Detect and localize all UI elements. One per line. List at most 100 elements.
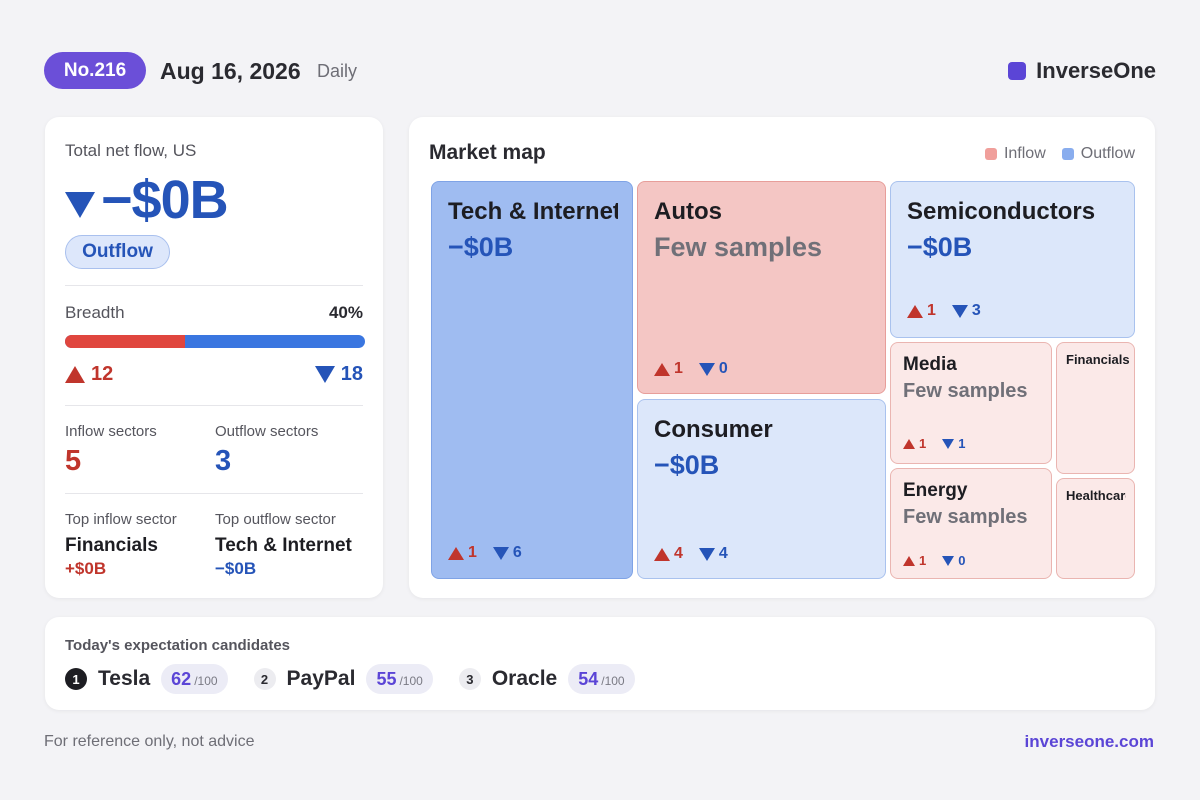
tile-media[interactable]: Media Few samples 1 1 — [890, 342, 1052, 464]
tile-up-count: 1 — [927, 302, 936, 319]
candidates-card: Today's expectation candidates 1 Tesla 6… — [45, 617, 1155, 710]
down-triangle-icon — [942, 438, 955, 449]
market-map-title: Market map — [429, 141, 546, 164]
legend: Inflow Outflow — [984, 145, 1135, 163]
header: No.216 Aug 16, 2026 Daily InverseOne — [44, 52, 1156, 90]
outflow-sectors-label: Outflow sectors — [215, 423, 319, 440]
down-triangle-icon — [942, 555, 955, 566]
outflow-swatch-icon — [1061, 148, 1074, 160]
candidates-title: Today's expectation candidates — [65, 637, 291, 654]
tile-counts: 1 6 — [448, 544, 522, 562]
tile-name: Healthcare — [1066, 488, 1126, 503]
site-link[interactable]: inverseone.com — [1024, 732, 1154, 751]
tile-autos[interactable]: Autos Few samples 1 0 — [637, 181, 886, 394]
tile-counts: 1 3 — [907, 302, 981, 320]
tile-down-count: 3 — [971, 302, 981, 319]
down-triangle-icon — [698, 547, 715, 561]
up-triangle-icon — [654, 362, 670, 376]
legend-outflow-label: Outflow — [1080, 145, 1135, 162]
tile-value: Few samples — [903, 506, 1028, 528]
down-triangle-icon — [951, 304, 968, 318]
up-triangle-icon — [654, 547, 670, 561]
tile-consumer[interactable]: Consumer −$0B 4 4 — [637, 399, 886, 579]
down-triangle-icon — [698, 362, 715, 376]
divider — [65, 493, 363, 494]
divider — [65, 285, 363, 286]
report-date: Aug 16, 2026 — [160, 58, 301, 84]
net-flow-value: −$0B — [101, 170, 229, 230]
score-pill: 62 /100 — [161, 664, 228, 694]
tile-financials[interactable]: Financials — [1056, 342, 1135, 474]
score-value: 55 — [376, 669, 397, 689]
candidate-name: PayPal — [286, 667, 356, 690]
tile-up-count: 1 — [919, 436, 927, 451]
tile-value: −$0B — [448, 232, 514, 262]
inflow-swatch-icon — [984, 148, 997, 160]
candidate-name: Oracle — [491, 667, 558, 690]
tile-counts: 1 0 — [903, 553, 965, 568]
disclaimer: For reference only, not advice — [44, 733, 255, 750]
down-count: 18 — [314, 363, 363, 386]
candidates-list: 1 Tesla 62 /100 2 PayPal 55 /100 3 Oracl… — [65, 664, 661, 694]
up-triangle-icon — [448, 546, 464, 560]
rank-badge: 2 — [253, 668, 276, 690]
outflow-sectors-count: 3 — [215, 445, 232, 477]
up-triangle-icon — [903, 438, 915, 449]
legend-inflow-label: Inflow — [1003, 145, 1046, 162]
tile-down-count: 4 — [718, 545, 728, 562]
up-triangle-icon — [65, 366, 85, 383]
breadth-bar — [65, 335, 365, 348]
tile-energy[interactable]: Energy Few samples 1 0 — [890, 468, 1052, 579]
score-denominator: /100 — [399, 674, 423, 688]
score-value: 54 — [578, 669, 599, 689]
breadth-label: Breadth — [65, 303, 125, 322]
tile-up-count: 1 — [468, 544, 477, 561]
tile-counts: 1 0 — [654, 360, 728, 378]
candidate-item[interactable]: 2 PayPal 55 /100 — [253, 664, 433, 694]
rank-badge: 1 — [65, 668, 87, 690]
top-inflow-sector: Financials — [65, 535, 158, 556]
score-pill: 55 /100 — [366, 664, 433, 694]
brand-name: InverseOne — [1036, 58, 1156, 83]
frequency-label: Daily — [317, 61, 358, 81]
inflow-sectors-label: Inflow sectors — [65, 423, 157, 440]
tile-down-count: 1 — [958, 436, 966, 451]
tile-name: Semiconductors — [907, 198, 1096, 225]
down-triangle-icon — [314, 366, 335, 383]
tile-value: Few samples — [654, 232, 823, 262]
top-outflow-label: Top outflow sector — [215, 511, 336, 528]
up-triangle-icon — [903, 555, 915, 566]
net-flow-value-row: −$0B — [65, 169, 229, 231]
tile-name: Media — [903, 354, 957, 375]
up-count: 12 — [65, 363, 113, 386]
tile-name: Financials — [1066, 352, 1130, 367]
candidate-item[interactable]: 1 Tesla 62 /100 — [65, 664, 228, 694]
down-arrow-icon — [65, 192, 95, 218]
tile-down-count: 0 — [958, 553, 966, 568]
top-outflow-sector: Tech & Internet — [215, 535, 352, 556]
tile-healthcare[interactable]: Healthcare — [1056, 478, 1135, 579]
tile-down-count: 0 — [718, 360, 728, 377]
top-outflow-value: −$0B — [215, 559, 257, 578]
tile-name: Consumer — [654, 416, 773, 443]
tile-tech-internet[interactable]: Tech & Internet −$0B 1 6 — [431, 181, 633, 579]
score-value: 62 — [171, 669, 192, 689]
candidate-item[interactable]: 3 Oracle 54 /100 — [458, 664, 635, 694]
brand-logo-icon — [1008, 62, 1027, 80]
net-flow-title: Total net flow, US — [65, 141, 197, 160]
breadth-bar-fill — [65, 335, 185, 348]
brand: InverseOne — [1008, 58, 1156, 84]
score-pill: 54 /100 — [568, 664, 635, 694]
divider — [65, 405, 363, 406]
tile-semiconductors[interactable]: Semiconductors −$0B 1 3 — [890, 181, 1135, 338]
tile-value: Few samples — [903, 380, 1028, 402]
score-denominator: /100 — [601, 674, 625, 688]
tile-value: −$0B — [654, 450, 720, 480]
tile-value: −$0B — [907, 232, 973, 262]
rank-badge: 3 — [458, 668, 481, 690]
issue-badge: No.216 — [44, 52, 146, 89]
legend-inflow: Inflow — [984, 145, 1046, 163]
tile-up-count: 1 — [919, 553, 927, 568]
direction-badge: Outflow — [65, 235, 170, 269]
net-flow-card: Total net flow, US −$0B Outflow Breadth … — [45, 117, 383, 598]
